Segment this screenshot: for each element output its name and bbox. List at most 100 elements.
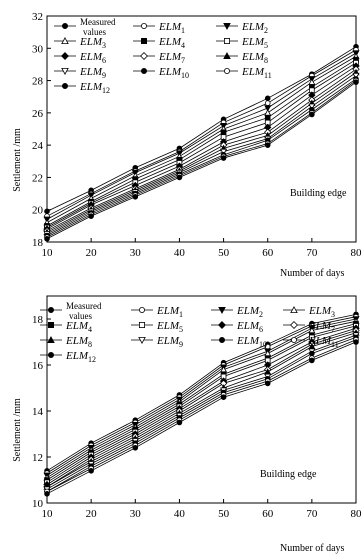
y-axis-label: Settlement /mm — [12, 398, 23, 462]
plot-frame — [46, 15, 357, 243]
legend-label: ELM12 — [65, 350, 96, 364]
legend-label: ELM5 — [156, 320, 183, 334]
legend-label: ELM9 — [79, 66, 106, 80]
data-point — [264, 109, 272, 116]
data-point — [353, 339, 359, 345]
legend-marker — [61, 37, 69, 44]
data-point — [220, 129, 227, 136]
data-point — [264, 349, 272, 357]
annotation: Building edge — [290, 188, 347, 199]
legend-marker — [61, 68, 69, 75]
legend-marker — [61, 52, 69, 60]
series-line — [46, 318, 357, 476]
legend-marker — [218, 306, 226, 314]
series-line — [46, 332, 357, 488]
x-tick-label: 60 — [262, 508, 274, 520]
x-tick-label: 30 — [130, 508, 142, 520]
legend-label: ELM6 — [236, 320, 263, 334]
chart-top: 10 20 30 40 50 60 70 80 18 20 22 24 26 28 30 32 Settleme… — [12, 11, 362, 279]
legend-label: ELM11 — [241, 66, 272, 80]
legend-label: ELM10 — [236, 335, 267, 349]
x-tick-label: 70 — [306, 247, 318, 259]
legend-label: ELM4 — [65, 320, 92, 334]
legend-marker — [140, 68, 147, 75]
series-line — [46, 49, 357, 217]
series-line — [46, 59, 357, 227]
annotation: Building edge — [260, 469, 317, 480]
legend-marker — [290, 321, 298, 329]
series-line — [46, 68, 357, 232]
legend-label: Measured values — [66, 301, 102, 321]
legend-label: ELM3 — [79, 36, 106, 50]
legend-label: Measured values — [80, 17, 116, 37]
data-point — [309, 350, 315, 357]
series-line — [46, 314, 357, 472]
legend-marker — [290, 306, 298, 314]
legend-marker — [138, 306, 145, 313]
y-tick-label: 18 — [32, 237, 44, 249]
data-point — [88, 213, 94, 219]
legend-marker — [223, 52, 231, 59]
legend-marker — [48, 351, 55, 358]
x-tick-label: 70 — [306, 508, 318, 520]
data-point — [88, 467, 94, 474]
legend-label: ELM7 — [158, 51, 185, 65]
data-point — [264, 95, 271, 102]
legend-label: ELM1 — [156, 305, 183, 319]
series-line — [46, 320, 357, 479]
series-line — [46, 327, 357, 485]
data-point — [308, 103, 316, 111]
legend-marker — [48, 306, 55, 313]
data-point — [176, 419, 183, 426]
legend-label: ELM9 — [156, 335, 183, 349]
data-point — [220, 394, 227, 401]
data-point — [220, 148, 228, 156]
x-tick-label: 10 — [42, 247, 54, 259]
x-tick-label: 20 — [86, 247, 98, 259]
data-point — [264, 105, 272, 112]
series-line — [46, 72, 357, 233]
y-tick-label: 30 — [32, 43, 44, 55]
data-point — [132, 444, 139, 451]
legend-marker — [48, 321, 55, 328]
series-line — [46, 330, 357, 488]
legend-label: ELM8 — [241, 51, 268, 65]
x-tick-label: 40 — [174, 247, 186, 259]
data-point — [132, 194, 139, 200]
series-line — [46, 80, 357, 238]
data-point — [264, 100, 271, 106]
x-tick-label: 20 — [86, 508, 98, 520]
legend-marker — [62, 83, 69, 90]
y-tick-label: 28 — [32, 76, 44, 88]
data-point — [176, 174, 183, 181]
series-line — [46, 339, 357, 492]
legend-marker — [218, 321, 226, 329]
series-line — [46, 323, 357, 481]
legend-marker — [62, 22, 69, 29]
data-point — [264, 380, 271, 387]
series-line — [46, 65, 357, 230]
plot-frame — [46, 295, 357, 504]
y-axis-label: Settlement /mm — [12, 128, 23, 192]
series-line — [46, 75, 357, 235]
x-tick-label: 50 — [218, 247, 230, 259]
y-tick-label: 22 — [32, 172, 43, 184]
x-tick-label: 80 — [351, 508, 363, 520]
data-point — [352, 72, 360, 80]
x-axis-label: Number of days — [280, 543, 345, 554]
legend-marker — [140, 52, 148, 60]
legend-marker — [138, 321, 145, 328]
data-point — [264, 114, 271, 121]
x-tick-label: 40 — [174, 508, 186, 520]
data-point — [220, 155, 227, 161]
series-line — [46, 316, 357, 474]
y-tick-label: 14 — [32, 406, 44, 418]
data-point — [309, 357, 315, 364]
series-line — [46, 56, 357, 223]
series-line — [46, 337, 357, 492]
x-axis-label: Number of days — [280, 268, 345, 279]
data-point — [44, 490, 50, 497]
series-line — [46, 341, 357, 495]
legend-label: ELM4 — [158, 36, 185, 50]
